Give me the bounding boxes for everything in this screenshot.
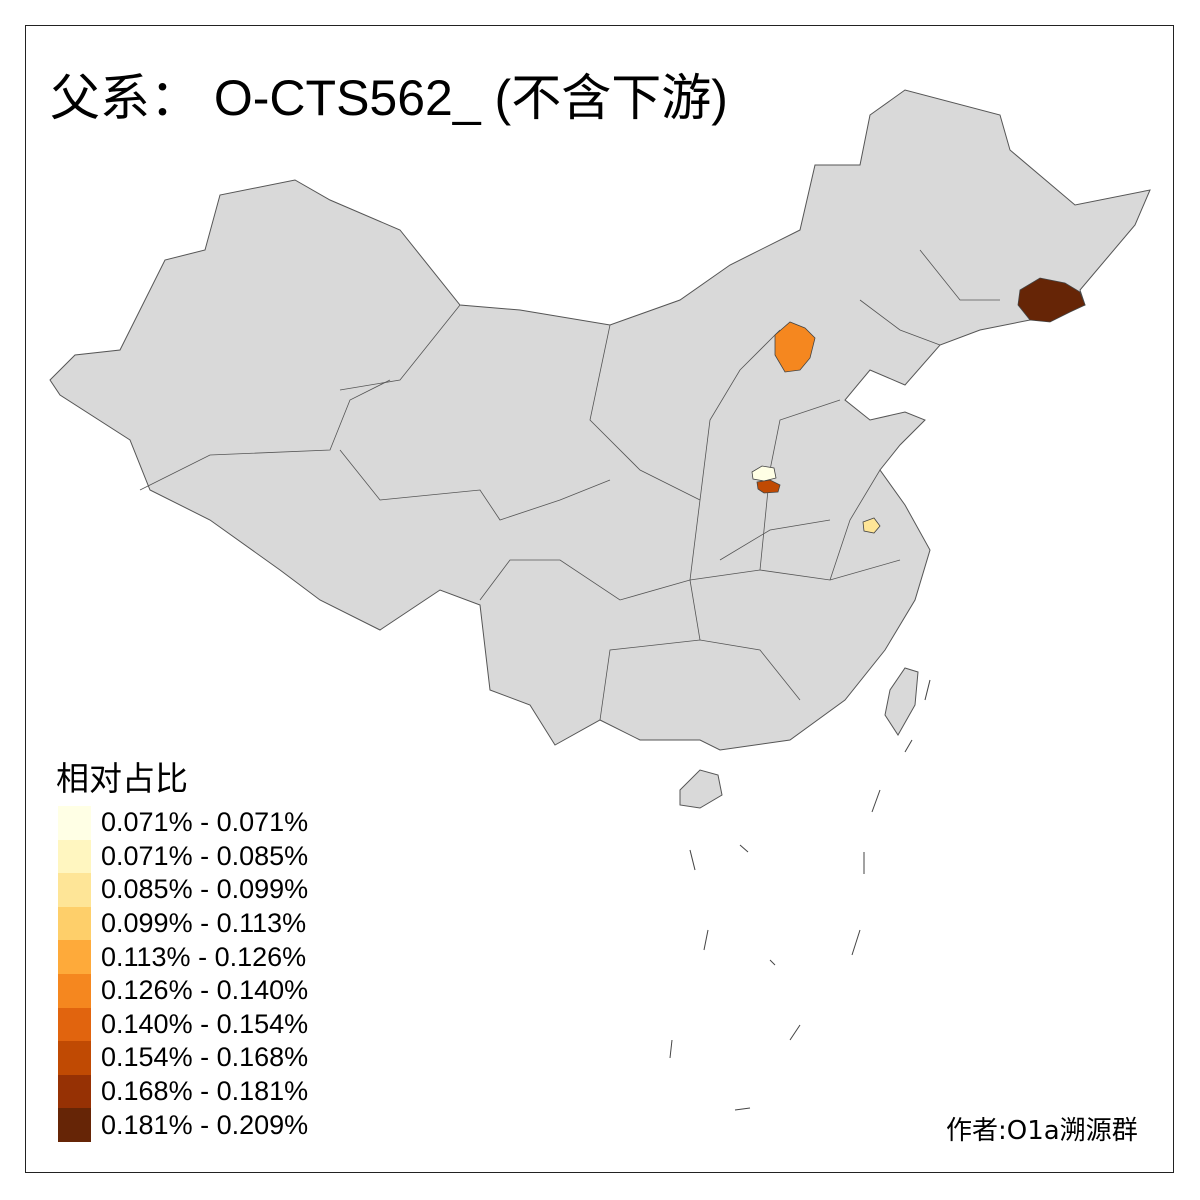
legend-label: 0.154% - 0.168% <box>101 1042 309 1073</box>
legend-swatch <box>58 1007 91 1042</box>
legend-swatch <box>58 1041 91 1075</box>
legend-title: 相对占比 <box>56 759 188 798</box>
region-henan-central <box>756 479 781 494</box>
legend-label: 0.071% - 0.085% <box>101 840 309 871</box>
region-zhangjiakou <box>774 321 816 373</box>
legend-swatch <box>58 806 91 840</box>
legend-item: 0.071% - 0.071% <box>58 806 308 840</box>
legend-swatch <box>58 1074 91 1109</box>
legend-item: 0.113% - 0.126% <box>58 940 308 974</box>
legend-label: 0.071% - 0.071% <box>101 807 309 838</box>
legend: 0.071% - 0.071% 0.071% - 0.085% 0.085% - 0… <box>58 806 308 1142</box>
region-henan-north <box>751 465 777 482</box>
region-anhui <box>862 517 881 534</box>
legend-item: 0.168% - 0.181% <box>58 1074 309 1109</box>
region-northeast <box>1017 277 1086 323</box>
legend-label: 0.113% - 0.126% <box>101 941 307 972</box>
legend-swatch <box>58 839 91 874</box>
legend-swatch <box>58 906 91 941</box>
legend-label: 0.140% - 0.154% <box>101 1008 309 1039</box>
legend-item: 0.071% - 0.085% <box>58 839 309 874</box>
legend-item: 0.140% - 0.154% <box>58 1007 309 1042</box>
legend-item: 0.181% - 0.209% <box>58 1108 308 1142</box>
legend-item: 0.126% - 0.140% <box>58 973 309 1008</box>
legend-swatch <box>58 873 91 907</box>
legend-label: 0.085% - 0.099% <box>101 874 309 905</box>
legend-item: 0.099% - 0.113% <box>58 906 308 941</box>
south-china-sea-islands <box>669 679 931 1111</box>
legend-item: 0.154% - 0.168% <box>58 1041 308 1075</box>
legend-label: 0.181% - 0.209% <box>101 1109 309 1140</box>
legend-swatch <box>58 940 91 974</box>
plot-frame <box>25 25 1174 1173</box>
legend-label: 0.099% - 0.113% <box>101 908 307 939</box>
author-credit: 作者:O1a溯源群 <box>946 1116 1138 1146</box>
legend-item: 0.085% - 0.099% <box>58 873 308 907</box>
map-title: 父系： O-CTS562_ (不含下游) <box>50 70 728 126</box>
legend-swatch <box>58 1108 91 1142</box>
taiwan-island <box>884 667 919 736</box>
legend-label: 0.126% - 0.140% <box>101 975 309 1006</box>
province-borders <box>139 249 1000 721</box>
china-mainland <box>49 89 1151 751</box>
legend-swatch <box>58 973 91 1008</box>
legend-label: 0.168% - 0.181% <box>101 1076 309 1107</box>
hainan-island <box>679 769 723 809</box>
